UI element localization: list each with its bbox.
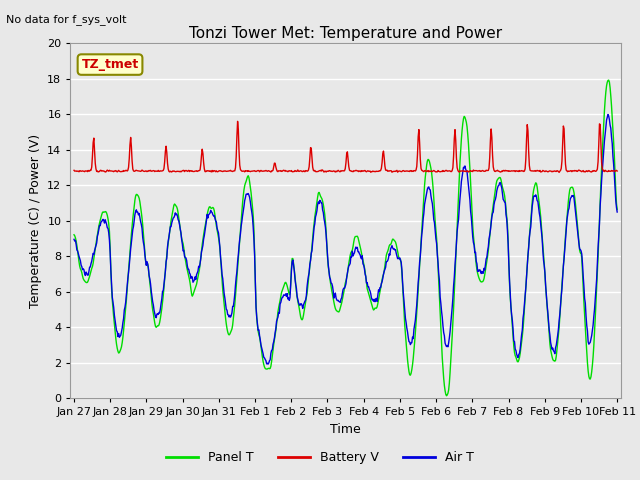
- Title: Tonzi Tower Met: Temperature and Power: Tonzi Tower Met: Temperature and Power: [189, 25, 502, 41]
- Air T: [260, 355, 268, 361]
- Air T: [264, 361, 272, 367]
- Panel T: [401, 332, 409, 337]
- Battery V: [261, 168, 269, 174]
- Battery V: [556, 169, 563, 175]
- Battery V: [70, 168, 78, 173]
- Air T: [70, 237, 78, 242]
- Text: No data for f_sys_volt: No data for f_sys_volt: [6, 14, 127, 25]
- Battery V: [433, 169, 440, 175]
- Panel T: [134, 192, 141, 198]
- Panel T: [70, 232, 78, 238]
- Air T: [433, 240, 440, 246]
- X-axis label: Time: Time: [330, 423, 361, 436]
- Air T: [604, 112, 612, 118]
- Panel T: [234, 265, 241, 271]
- Line: Air T: Air T: [74, 115, 617, 364]
- Battery V: [403, 168, 410, 174]
- Battery V: [613, 168, 621, 174]
- Air T: [134, 209, 141, 215]
- Legend: Panel T, Battery V, Air T: Panel T, Battery V, Air T: [161, 446, 479, 469]
- Panel T: [613, 206, 621, 212]
- Battery V: [234, 126, 242, 132]
- Panel T: [281, 280, 289, 286]
- Air T: [234, 259, 241, 264]
- Panel T: [443, 393, 451, 398]
- Air T: [613, 209, 621, 215]
- Line: Panel T: Panel T: [74, 80, 617, 396]
- Panel T: [432, 227, 440, 233]
- Air T: [403, 320, 410, 325]
- Battery V: [282, 168, 290, 174]
- Line: Battery V: Battery V: [74, 121, 617, 172]
- Y-axis label: Temperature (C) / Power (V): Temperature (C) / Power (V): [29, 134, 42, 308]
- Air T: [282, 291, 290, 297]
- Panel T: [260, 364, 268, 370]
- Battery V: [234, 119, 241, 124]
- Text: TZ_tmet: TZ_tmet: [81, 58, 139, 71]
- Battery V: [134, 168, 141, 174]
- Panel T: [605, 77, 612, 83]
